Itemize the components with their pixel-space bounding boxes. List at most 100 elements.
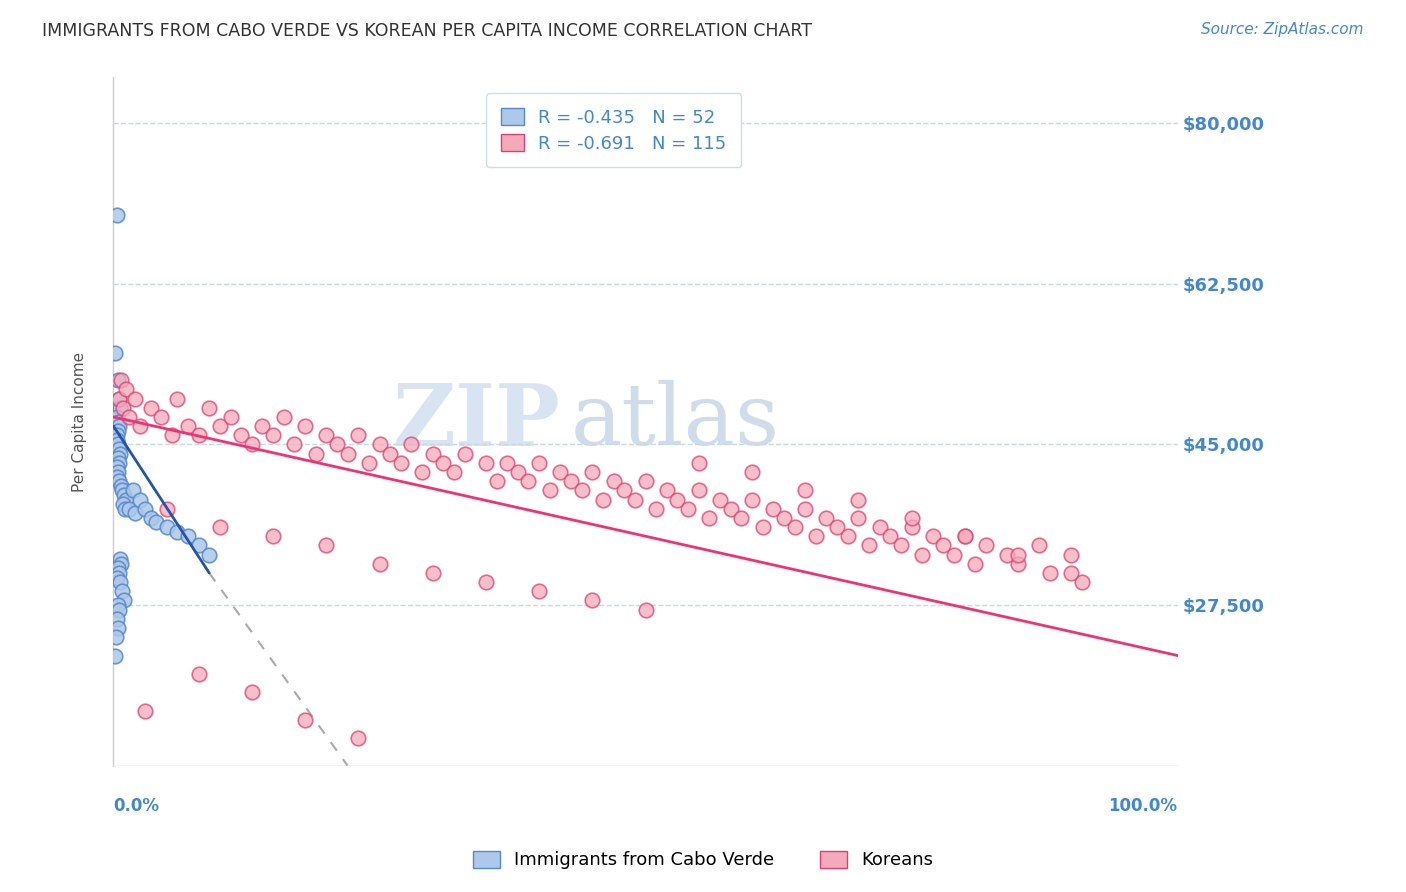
Point (475, 575, 498, 590)
Point (655, 483, 678, 498)
Point (634, 474, 657, 488)
Point (121, 483, 143, 498)
Point (794, 483, 817, 498)
Point (108, 401, 131, 415)
Point (129, 419, 152, 434)
Point (730, 511, 752, 525)
Point (953, 529, 976, 543)
Point (110, 373, 132, 387)
Point (336, 447, 359, 461)
Point (645, 501, 668, 516)
Point (107, 566, 129, 580)
Point (124, 392, 146, 406)
Point (107, 561, 129, 575)
Point (475, 456, 498, 470)
Point (107, 456, 129, 470)
Point (177, 419, 200, 434)
Point (187, 538, 209, 552)
Point (773, 511, 796, 525)
Point (107, 437, 129, 451)
Point (581, 593, 603, 607)
Point (107, 424, 129, 438)
Point (911, 548, 934, 562)
Point (688, 456, 710, 470)
Point (112, 401, 135, 415)
Point (943, 548, 966, 562)
Point (240, 685, 263, 699)
Point (592, 492, 614, 507)
Point (900, 511, 922, 525)
Point (108, 552, 131, 566)
Point (156, 520, 179, 534)
Point (965, 557, 987, 571)
Point (1070, 575, 1092, 590)
Point (107, 392, 129, 406)
Point (114, 501, 136, 516)
Point (139, 401, 162, 415)
Point (783, 520, 806, 534)
Point (848, 511, 870, 525)
Point (105, 460, 128, 475)
Point (105, 612, 128, 626)
Point (422, 566, 444, 580)
Point (751, 520, 773, 534)
Point (550, 465, 572, 479)
Point (198, 401, 221, 415)
Point (273, 409, 295, 424)
Point (105, 469, 128, 483)
Point (837, 529, 859, 543)
Point (432, 456, 454, 470)
Point (741, 465, 763, 479)
Point (995, 548, 1018, 562)
Point (108, 447, 131, 461)
Point (305, 447, 328, 461)
Point (107, 474, 129, 488)
Point (347, 428, 370, 442)
Point (326, 437, 349, 451)
Point (118, 409, 141, 424)
Point (357, 456, 380, 470)
Point (1060, 566, 1083, 580)
Point (118, 501, 141, 516)
Point (166, 524, 188, 539)
Point (720, 501, 742, 516)
Text: IMMIGRANTS FROM CABO VERDE VS KOREAN PER CAPITA INCOME CORRELATION CHART: IMMIGRANTS FROM CABO VERDE VS KOREAN PER… (42, 22, 813, 40)
Point (240, 437, 263, 451)
Point (156, 501, 179, 516)
Point (112, 488, 135, 502)
Point (107, 419, 129, 434)
Point (294, 713, 316, 727)
Point (624, 492, 647, 507)
Point (825, 520, 848, 534)
Text: 0.0%: 0.0% (114, 797, 159, 814)
Point (104, 648, 127, 663)
Point (110, 557, 132, 571)
Point (112, 593, 135, 607)
Point (108, 575, 131, 590)
Point (496, 456, 519, 470)
Point (848, 492, 870, 507)
Point (111, 584, 134, 599)
Point (145, 516, 167, 530)
Point (368, 437, 391, 451)
Point (262, 428, 284, 442)
Point (1039, 566, 1062, 580)
Point (104, 345, 127, 359)
Point (105, 409, 128, 424)
Point (283, 437, 305, 451)
Point (581, 465, 603, 479)
Point (219, 409, 242, 424)
Point (129, 492, 152, 507)
Point (858, 538, 880, 552)
Point (932, 538, 955, 552)
Point (815, 511, 838, 525)
Point (208, 520, 231, 534)
Point (921, 529, 943, 543)
Point (347, 731, 370, 745)
Point (527, 456, 550, 470)
Point (105, 570, 128, 584)
Point (900, 520, 922, 534)
Point (105, 208, 128, 222)
Point (107, 451, 129, 466)
Point (134, 704, 156, 718)
